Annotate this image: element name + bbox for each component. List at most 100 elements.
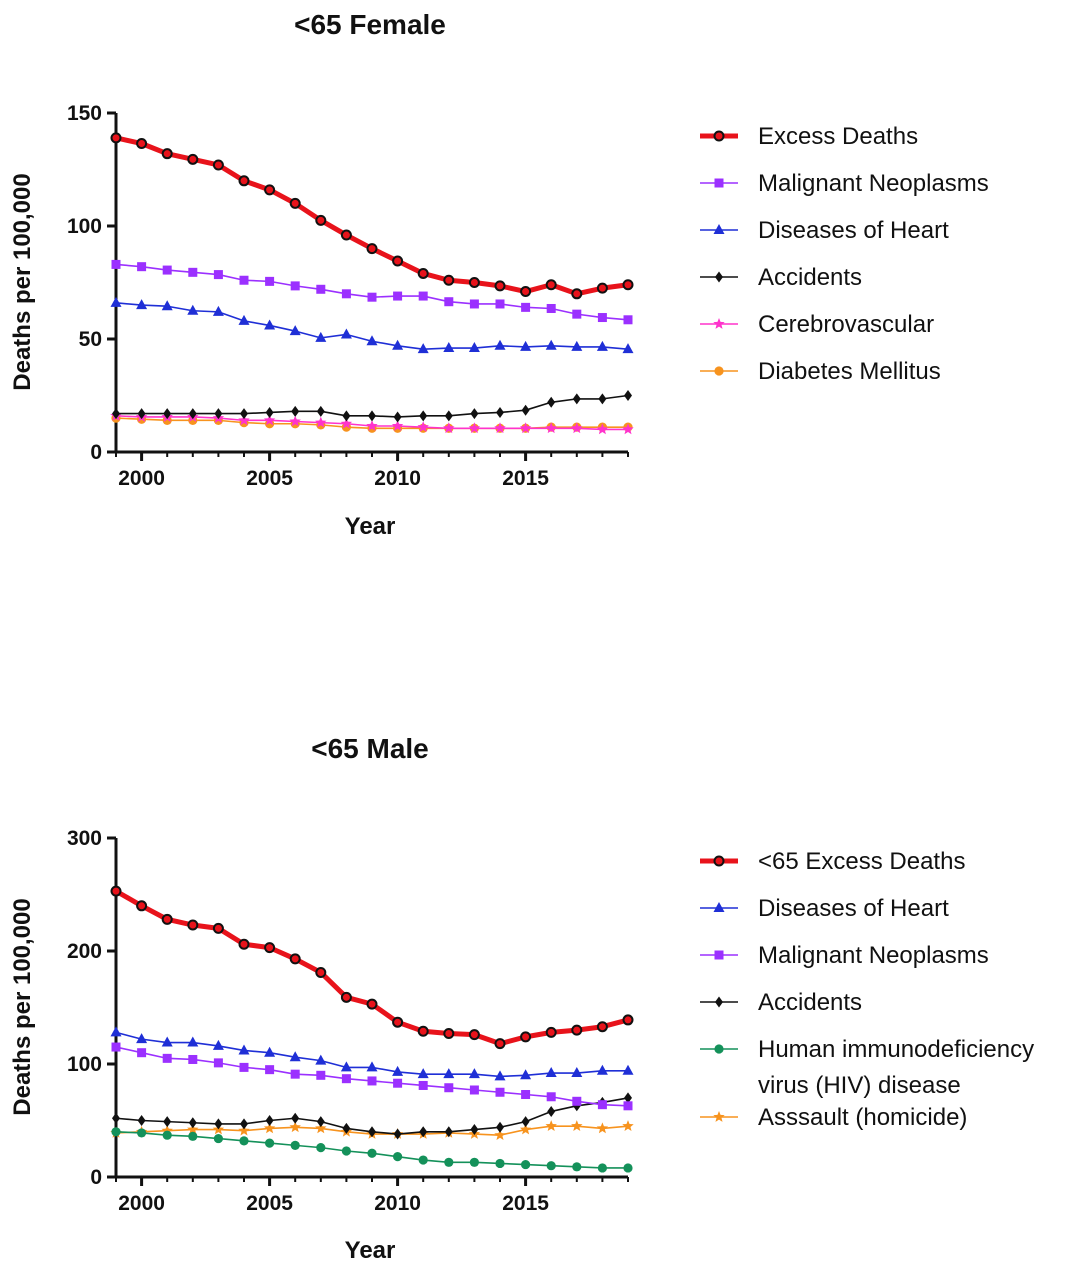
- legend-item: Diabetes Mellitus: [700, 358, 941, 385]
- data-point: [368, 1126, 376, 1138]
- data-point: [443, 342, 455, 353]
- x-axis-title: Year: [345, 1237, 396, 1264]
- data-point: [238, 414, 250, 426]
- data-point: [545, 1026, 557, 1038]
- data-point: [238, 175, 250, 187]
- legend-label: Malignant Neoplasms: [758, 942, 989, 969]
- data-point: [340, 417, 353, 429]
- data-point: [136, 1033, 148, 1044]
- data-point: [520, 1031, 532, 1043]
- data-point: [341, 289, 351, 299]
- data-point: [291, 405, 300, 417]
- data-point: [290, 1140, 300, 1150]
- data-point: [316, 1116, 325, 1128]
- chart-male: <65 Male Year Deaths per 100,000 0 100 200…: [9, 733, 1034, 1264]
- data-point: [366, 335, 378, 346]
- data-point: [547, 396, 556, 408]
- data-point: [161, 1124, 173, 1136]
- data-point: [315, 214, 327, 226]
- data-point: [572, 309, 582, 319]
- data-point: [545, 422, 557, 434]
- data-point: [444, 1083, 454, 1093]
- data-point: [187, 153, 199, 165]
- data-point: [519, 422, 532, 434]
- legend-marker: [713, 318, 725, 329]
- data-point: [596, 282, 608, 294]
- data-point: [188, 1117, 197, 1129]
- data-point: [239, 1136, 249, 1146]
- data-point: [340, 229, 352, 241]
- data-point: [417, 1068, 429, 1079]
- data-point: [598, 393, 607, 405]
- data-point: [161, 300, 173, 311]
- data-point: [444, 410, 453, 422]
- data-point: [137, 1048, 147, 1058]
- data-point: [289, 197, 301, 209]
- data-point: [417, 1025, 429, 1037]
- data-point: [469, 1085, 479, 1095]
- data-point: [444, 1157, 454, 1167]
- data-point: [392, 255, 404, 267]
- data-point: [622, 343, 634, 354]
- legend-item: Accidents: [700, 989, 862, 1016]
- data-point: [316, 1143, 326, 1153]
- data-point: [340, 328, 352, 339]
- y-tick-label: 300: [67, 827, 102, 850]
- data-point: [316, 284, 326, 294]
- data-point: [111, 1042, 121, 1052]
- data-point: [239, 1062, 249, 1072]
- data-point: [136, 299, 148, 310]
- data-point: [521, 1116, 530, 1128]
- legend-label: Malignant Neoplasms: [758, 170, 989, 197]
- data-point: [342, 1122, 351, 1134]
- data-point: [290, 281, 300, 291]
- data-point: [519, 1123, 532, 1135]
- data-point: [214, 1118, 223, 1130]
- data-point: [213, 1058, 223, 1068]
- data-point: [520, 340, 532, 351]
- data-point: [392, 1065, 404, 1076]
- data-point: [521, 1159, 531, 1170]
- data-point: [289, 1051, 301, 1062]
- legend-label: Accidents: [758, 264, 862, 291]
- legend-item: Excess Deaths: [700, 123, 918, 150]
- y-tick-label: 0: [90, 1166, 102, 1189]
- data-point: [112, 1112, 120, 1124]
- data-point: [367, 1076, 377, 1086]
- y-axis-title: Deaths per 100,000: [9, 898, 36, 1115]
- legend-item: Accidents: [700, 264, 862, 291]
- data-point: [291, 1112, 300, 1124]
- legend-label: Diseases of Heart: [758, 217, 949, 244]
- data-point: [572, 1162, 582, 1172]
- y-tick-label: 150: [67, 102, 102, 125]
- data-point: [161, 148, 173, 160]
- data-point: [264, 184, 276, 196]
- data-point: [366, 998, 378, 1010]
- data-point: [572, 393, 581, 405]
- data-point: [264, 1046, 276, 1057]
- data-point: [240, 1118, 248, 1130]
- data-point: [212, 922, 224, 934]
- legend-marker: [715, 996, 723, 1008]
- data-point: [521, 302, 531, 312]
- data-point: [367, 292, 377, 302]
- data-point: [315, 416, 327, 428]
- data-point: [188, 267, 198, 277]
- data-point: [163, 1116, 172, 1128]
- data-point: [187, 1036, 199, 1047]
- data-point: [111, 259, 121, 269]
- data-point: [468, 1068, 480, 1079]
- data-point: [366, 1061, 378, 1072]
- legend-marker: [713, 902, 725, 912]
- data-point: [596, 1064, 608, 1075]
- x-tick-label: 2015: [502, 467, 549, 490]
- data-point: [341, 1074, 351, 1084]
- data-point: [315, 966, 327, 978]
- series-human-immunodeficiency-virus-hiv-disease: [111, 1127, 633, 1173]
- data-point: [469, 299, 479, 309]
- legend-label: Excess Deaths: [758, 123, 918, 150]
- data-point: [340, 1061, 352, 1072]
- data-point: [393, 291, 403, 301]
- data-point: [342, 410, 351, 422]
- data-point: [495, 299, 505, 309]
